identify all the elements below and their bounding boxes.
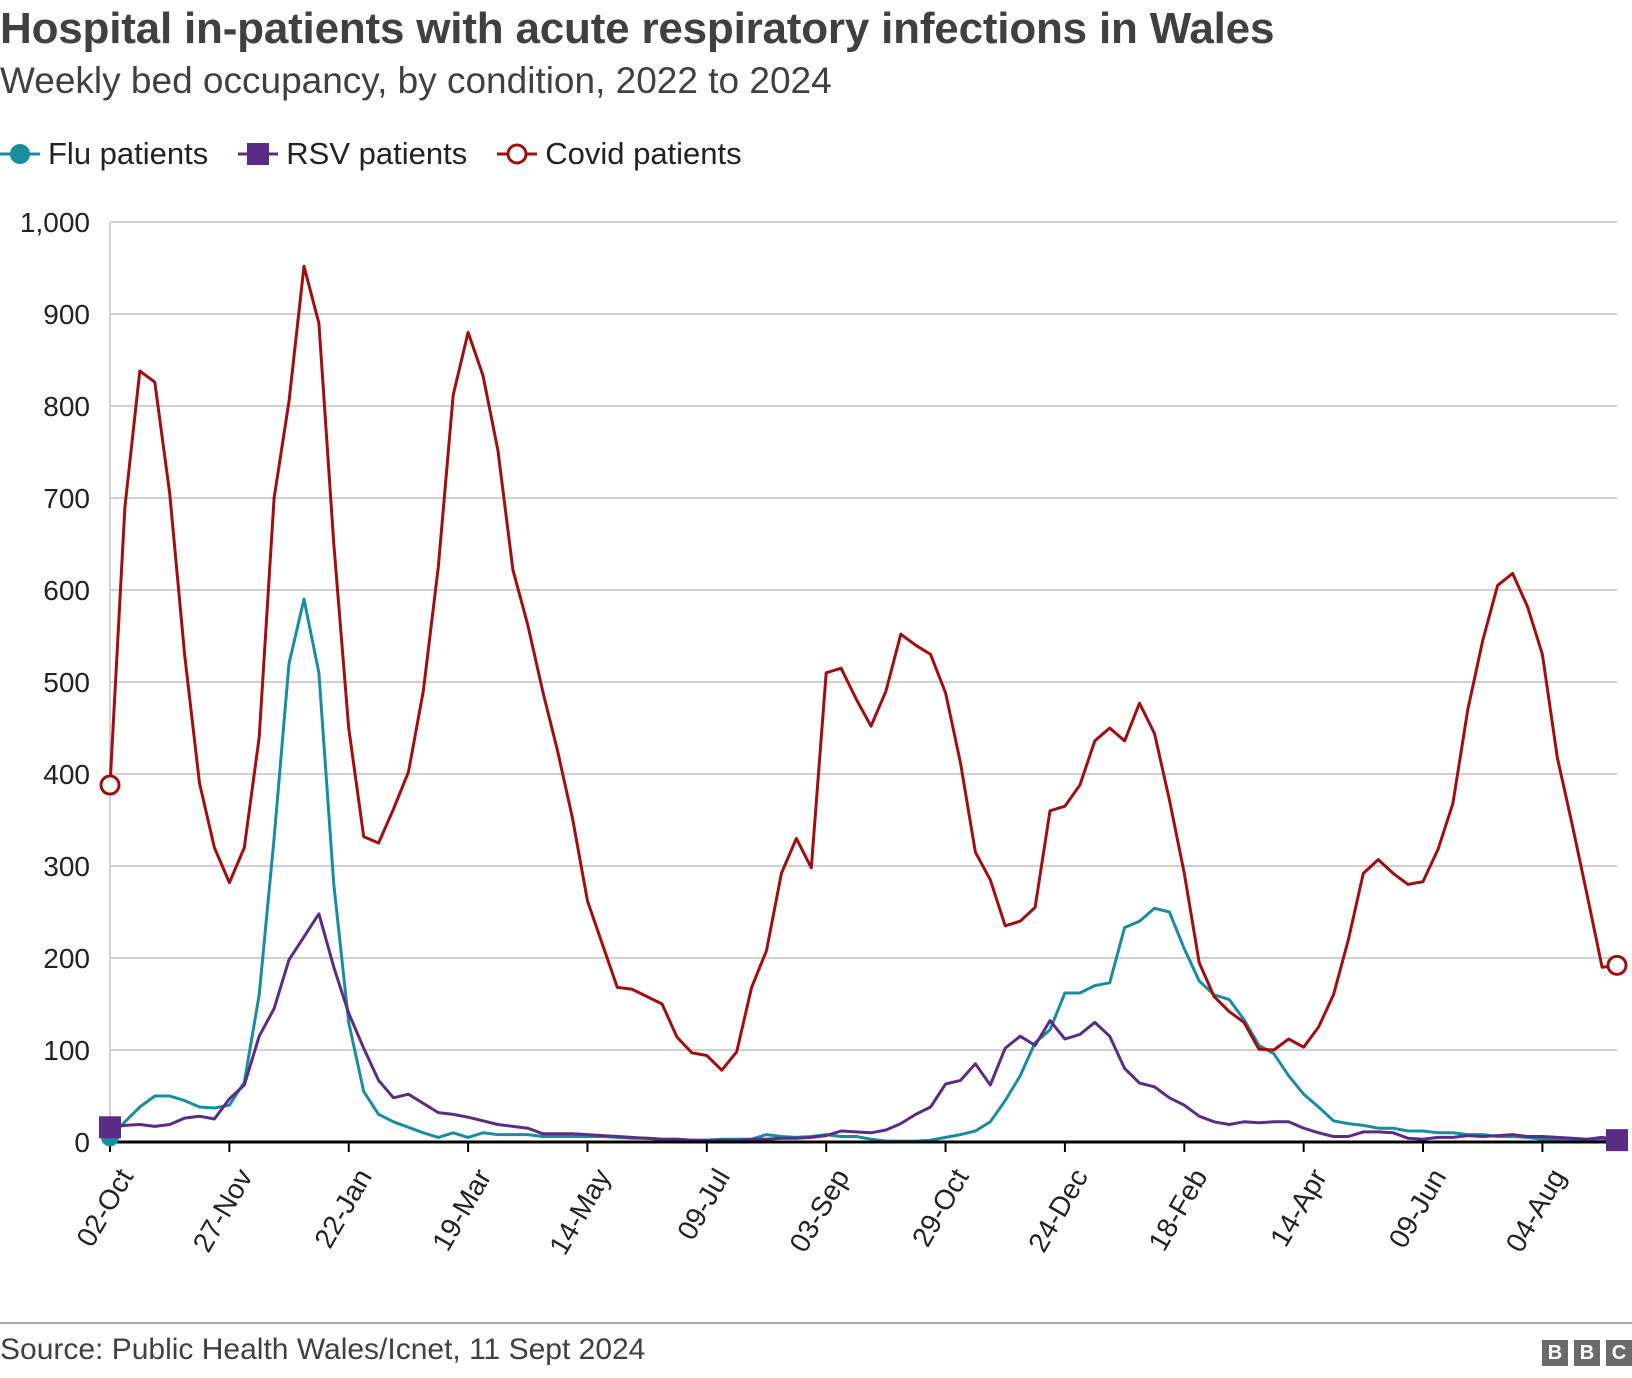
x-tick-label: 09-Jun <box>1383 1164 1453 1254</box>
rsv-endpoint-marker <box>1606 1129 1628 1152</box>
covid-endpoint-marker <box>1606 954 1628 976</box>
x-tick-label: 02-Oct <box>70 1163 139 1251</box>
x-tick-label: 18-Feb <box>1142 1164 1213 1256</box>
flu-series-line <box>108 597 1619 1143</box>
x-tick-label: 22-Jan <box>308 1164 378 1254</box>
rsv-marker-icon <box>238 143 279 165</box>
y-tick-label: 1,000 <box>20 207 90 238</box>
legend-label-rsv: RSV patients <box>286 136 468 171</box>
rsv-series-line <box>108 912 1619 1142</box>
chart-title: Hospital in-patients with acute respirat… <box>0 4 1275 53</box>
legend-label-flu: Flu patients <box>48 136 209 171</box>
x-tick-label: 24-Dec <box>1022 1164 1094 1258</box>
legend-item-covid: Covid patients <box>497 136 742 172</box>
covid-series-line <box>108 264 1619 1072</box>
logo-letter: B <box>1574 1340 1600 1366</box>
y-tick-label: 0 <box>74 1127 90 1158</box>
y-tick-label: 500 <box>43 667 90 698</box>
chart-subtitle: Weekly bed occupancy, by condition, 2022… <box>0 60 832 101</box>
y-tick-label: 600 <box>43 575 90 606</box>
line-chart: 0 100 200 300 400 500 600 700 800 900 1,000 02-Oct 2… <box>20 207 1628 1260</box>
y-tick-label: 200 <box>43 943 90 974</box>
covid-marker-icon <box>497 143 538 165</box>
covid-endpoint-marker <box>99 774 121 796</box>
y-tick-label: 800 <box>43 391 90 422</box>
y-tick-label: 100 <box>43 1035 90 1066</box>
x-tick-label: 14-Apr <box>1264 1164 1333 1252</box>
legend-item-flu: Flu patients <box>0 136 208 172</box>
bbc-logo: B B C <box>1536 1340 1632 1366</box>
footer-divider <box>0 1322 1632 1324</box>
source-note: Source: Public Health Wales/Icnet, 11 Se… <box>0 1333 646 1366</box>
x-tick-label: 03-Sep <box>783 1164 855 1258</box>
logo-letter: B <box>1542 1340 1568 1366</box>
x-tick-label: 04-Aug <box>1500 1164 1572 1258</box>
y-tick-label: 400 <box>43 759 90 790</box>
y-tick-label: 300 <box>43 851 90 882</box>
legend-label-covid: Covid patients <box>545 136 742 171</box>
x-tick-label: 14-May <box>543 1164 617 1260</box>
logo-letter: C <box>1606 1340 1632 1366</box>
rsv-endpoint-marker <box>99 1116 121 1139</box>
legend-item-rsv: RSV patients <box>238 136 467 172</box>
x-tick-label: 09-Jul <box>671 1164 736 1246</box>
y-tick-label: 900 <box>43 299 90 330</box>
flu-marker-icon <box>0 144 40 164</box>
y-tick-label: 700 <box>43 483 90 514</box>
x-tick-label: 27-Nov <box>187 1164 259 1258</box>
x-tick-label: 29-Oct <box>906 1163 975 1251</box>
chart-legend: Flu patients RSV patients Covid patients <box>0 134 772 174</box>
x-tick-label: 19-Mar <box>426 1164 497 1256</box>
